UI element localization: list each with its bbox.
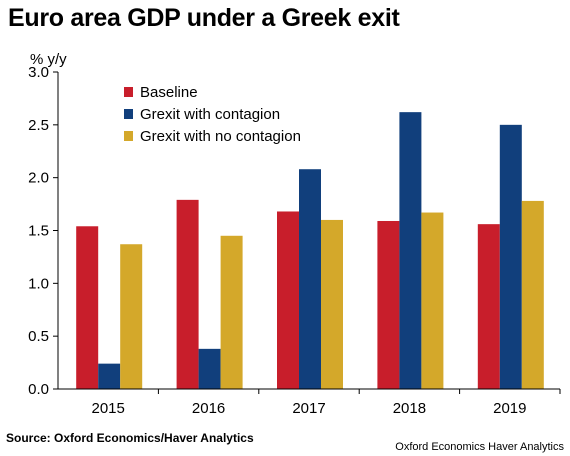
bar-2016-series-2 [220,235,243,389]
bar-2018-series-0 [377,220,400,389]
bar-2019-series-1 [499,124,522,389]
bar-2018-series-2 [421,212,444,389]
y-tick-label: 0.5 [28,328,49,345]
bar-2017-series-1 [299,169,321,389]
legend-swatch [124,109,133,119]
x-tick-label: 2016 [192,400,225,417]
y-tick-label: 2.5 [28,117,49,134]
legend-label: Grexit with no contagion [140,128,301,145]
source-note: Source: Oxford Economics/Haver Analytics [6,431,254,445]
bar-2017-series-0 [277,211,299,389]
bar-2019-series-2 [521,200,544,389]
bar-2015-series-1 [98,363,121,389]
y-tick-label: 1.5 [28,223,49,240]
y-tick-label: 1.0 [28,275,49,292]
y-axis-label: % y/y [30,51,67,68]
legend-label: Grexit with contagion [140,106,280,123]
bars [76,112,544,390]
x-tick-label: 2019 [493,400,526,417]
legend-swatch [124,131,133,141]
bar-2018-series-1 [399,112,422,390]
x-tick-label: 2017 [292,400,325,417]
legend-swatch [124,87,133,97]
legend: Baseline Grexit with contagion Grexit with… [124,84,301,145]
bar-2015-series-0 [76,226,99,389]
x-tick-label: 2015 [92,400,125,417]
y-tick-label: 0.0 [28,381,49,398]
y-tick-label: 3.0 [28,64,49,81]
bar-2017-series-2 [321,219,343,389]
watermark: Oxford Economics Haver Analytics [395,441,564,453]
x-axis: 2015 2016 2017 2018 2019 [92,389,561,417]
legend-label: Baseline [140,84,198,101]
x-tick-label: 2018 [393,400,426,417]
y-tick-label: 2.0 [28,170,49,187]
chart-title: Euro area GDP under a Greek exit [8,4,400,32]
y-axis: 0.0 0.5 1.0 1.5 2.0 2.5 3.0 [28,64,58,398]
bar-2016-series-0 [176,199,199,389]
bar-2019-series-0 [477,224,500,389]
bar-2015-series-2 [120,244,143,389]
bar-2016-series-1 [198,348,221,389]
